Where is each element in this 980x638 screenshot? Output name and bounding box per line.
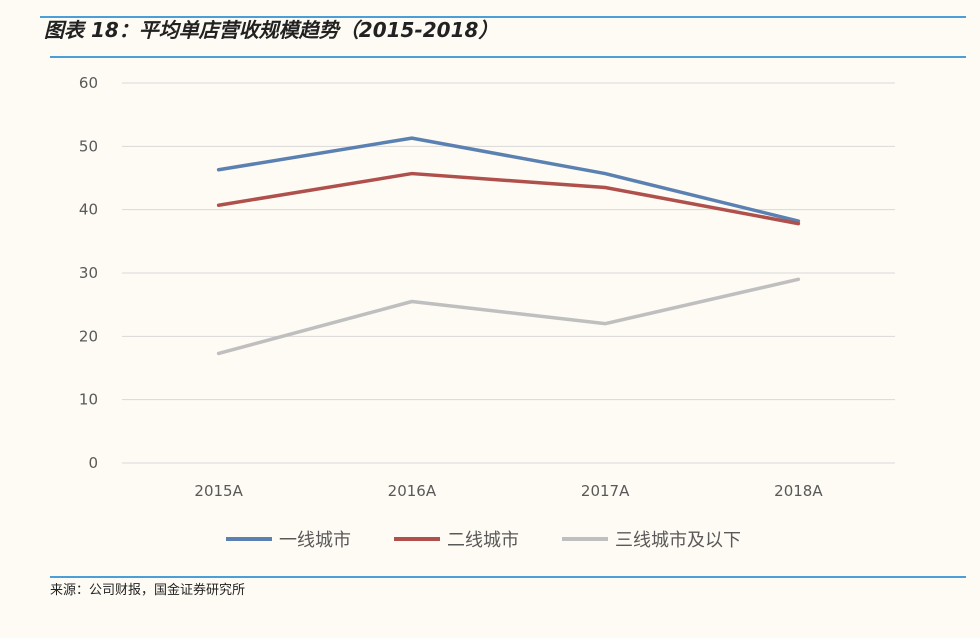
x-tick-label: 2018A bbox=[774, 482, 823, 500]
y-tick-label: 60 bbox=[79, 74, 98, 92]
y-tick-label: 10 bbox=[79, 391, 98, 409]
series-line-3 bbox=[216, 277, 801, 356]
figure-title: 图表 18：平均单店营收规模趋势（2015-2018） bbox=[44, 18, 499, 42]
legend: 一线城市 二线城市 三线城市及以下 bbox=[226, 530, 741, 551]
y-tick-label: 40 bbox=[79, 201, 98, 219]
legend-label-1: 一线城市 bbox=[279, 530, 351, 551]
top-rule-upper bbox=[40, 16, 966, 18]
x-tick-label: 2016A bbox=[388, 482, 437, 500]
line-chart: 0 10 20 30 40 50 60 2015A 2016A 2017A 2018A 一线城市 二… bbox=[79, 74, 895, 551]
source-note: 来源：公司财报，国金证券研究所 bbox=[50, 583, 246, 598]
top-rule-lower bbox=[50, 56, 966, 58]
series-line-2 bbox=[216, 171, 801, 226]
y-tick-label: 20 bbox=[79, 327, 98, 345]
x-axis-ticks: 2015A 2016A 2017A 2018A bbox=[194, 482, 823, 500]
x-tick-label: 2017A bbox=[581, 482, 630, 500]
y-axis-ticks: 0 10 20 30 40 50 60 bbox=[79, 74, 98, 472]
x-tick-label: 2015A bbox=[194, 482, 243, 500]
y-tick-label: 50 bbox=[79, 137, 98, 155]
legend-label-2: 二线城市 bbox=[447, 530, 519, 551]
y-tick-label: 30 bbox=[79, 264, 98, 282]
series-lines bbox=[216, 136, 801, 356]
y-tick-label: 0 bbox=[88, 454, 98, 472]
legend-label-3: 三线城市及以下 bbox=[615, 530, 741, 551]
gridlines bbox=[122, 82, 895, 464]
series-line-1 bbox=[216, 136, 801, 223]
bottom-rule-upper bbox=[50, 576, 966, 578]
